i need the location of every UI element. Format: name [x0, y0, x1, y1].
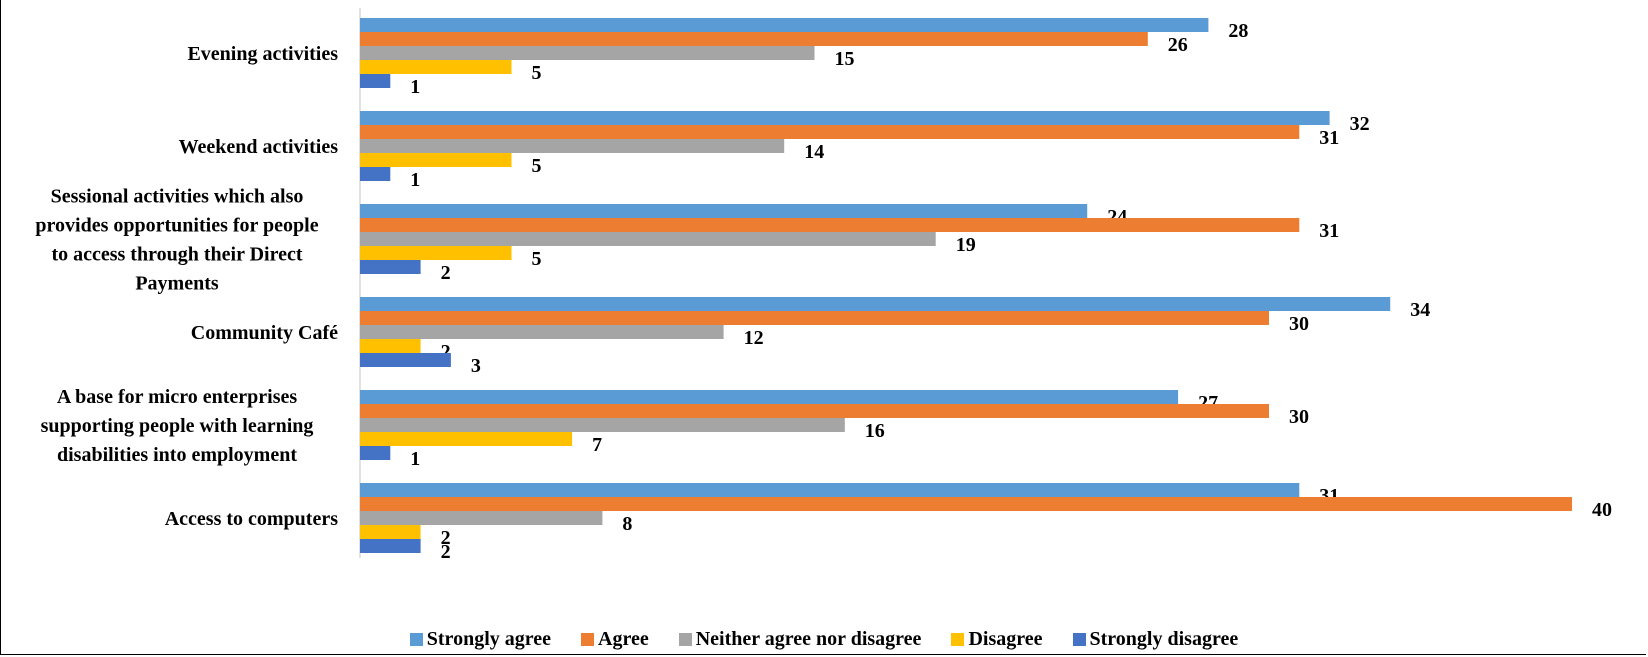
- legend-swatch: [1072, 632, 1086, 646]
- bar-strongly-disagree: [360, 446, 391, 460]
- data-label: 30: [1289, 406, 1309, 428]
- data-label: 15: [835, 48, 855, 70]
- bar-strongly-disagree: [360, 539, 421, 553]
- data-label: 8: [622, 513, 632, 535]
- data-label: 34: [1410, 299, 1430, 321]
- bar-neither-agree-nor-disagree: [360, 418, 845, 432]
- bar-strongly-disagree: [360, 260, 421, 274]
- legend-item: Strongly disagree: [1072, 627, 1239, 651]
- data-label: 1: [410, 448, 420, 470]
- bar-strongly-disagree: [360, 74, 391, 88]
- legend-label: Disagree: [968, 627, 1043, 650]
- bar-strongly-agree: [360, 483, 1300, 497]
- data-label: 2: [441, 341, 451, 363]
- bar-disagree: [360, 525, 421, 539]
- bar-agree: [360, 218, 1300, 232]
- bar-disagree: [360, 153, 512, 167]
- bar-neither-agree-nor-disagree: [360, 139, 785, 153]
- legend-swatch: [409, 632, 423, 646]
- bar-strongly-disagree: [360, 167, 391, 181]
- legend-item: Agree: [581, 628, 649, 651]
- data-label: 12: [744, 327, 764, 349]
- data-label: 31: [1319, 220, 1339, 242]
- legend-swatch: [581, 632, 595, 646]
- bar-disagree: [360, 60, 512, 74]
- bar-agree: [360, 32, 1148, 46]
- data-label: 14: [804, 141, 824, 163]
- legend-label: Strongly agree: [426, 627, 552, 650]
- bar-disagree: [360, 432, 573, 446]
- data-label: 1: [410, 169, 420, 191]
- legend-label: Neither agree nor disagree: [695, 627, 922, 650]
- bar-agree: [360, 497, 1572, 511]
- legend: Strongly agree Agree Neither agree nor dis…: [0, 624, 1648, 654]
- legend-swatch: [678, 632, 692, 646]
- data-label: 2: [441, 541, 451, 563]
- bar-strongly-agree: [360, 111, 1330, 125]
- data-label: 1: [410, 76, 420, 98]
- data-label: 26: [1168, 34, 1188, 56]
- bar-strongly-agree: [360, 18, 1209, 32]
- data-label: 5: [532, 155, 542, 177]
- data-label: 5: [532, 248, 542, 270]
- category-label: Access to computers: [165, 508, 338, 530]
- bar-strongly-agree: [360, 204, 1088, 218]
- category-label: Community Café: [191, 322, 338, 344]
- legend-label: Agree: [598, 627, 649, 650]
- bar-disagree: [360, 339, 421, 353]
- bar-neither-agree-nor-disagree: [360, 232, 936, 246]
- legend-item: Neither agree nor disagree: [678, 627, 922, 651]
- bar-agree: [360, 125, 1300, 139]
- data-label: 40: [1592, 499, 1612, 521]
- data-label: 2: [441, 262, 451, 284]
- legend-label: Strongly disagree: [1089, 627, 1239, 650]
- bar-strongly-agree: [360, 390, 1179, 404]
- legend-swatch: [951, 632, 965, 646]
- data-label: 7: [592, 434, 602, 456]
- data-label: 2: [441, 527, 451, 549]
- data-label: 32: [1350, 113, 1370, 135]
- bar-strongly-agree: [360, 297, 1391, 311]
- bar-agree: [360, 404, 1269, 418]
- data-label: 5: [532, 62, 542, 84]
- data-label: 16: [865, 420, 885, 442]
- bar-neither-agree-nor-disagree: [360, 325, 724, 339]
- bar-strongly-disagree: [360, 353, 451, 367]
- category-label: A base for micro enterprises supporting p…: [41, 386, 314, 466]
- legend-item: Strongly agree: [409, 627, 552, 651]
- data-label: 31: [1319, 127, 1339, 149]
- bar-agree: [360, 311, 1269, 325]
- data-label: 19: [956, 234, 976, 256]
- category-label: Evening activities: [187, 43, 338, 65]
- legend-item: Disagree: [951, 627, 1043, 651]
- category-label: Sessional activities which also provides …: [35, 186, 318, 295]
- category-label: Weekend activities: [179, 136, 339, 158]
- data-label: 28: [1228, 20, 1248, 42]
- bar-disagree: [360, 246, 512, 260]
- data-label: 3: [471, 355, 481, 377]
- bar-neither-agree-nor-disagree: [360, 511, 603, 525]
- bar-neither-agree-nor-disagree: [360, 46, 815, 60]
- data-label: 30: [1289, 313, 1309, 335]
